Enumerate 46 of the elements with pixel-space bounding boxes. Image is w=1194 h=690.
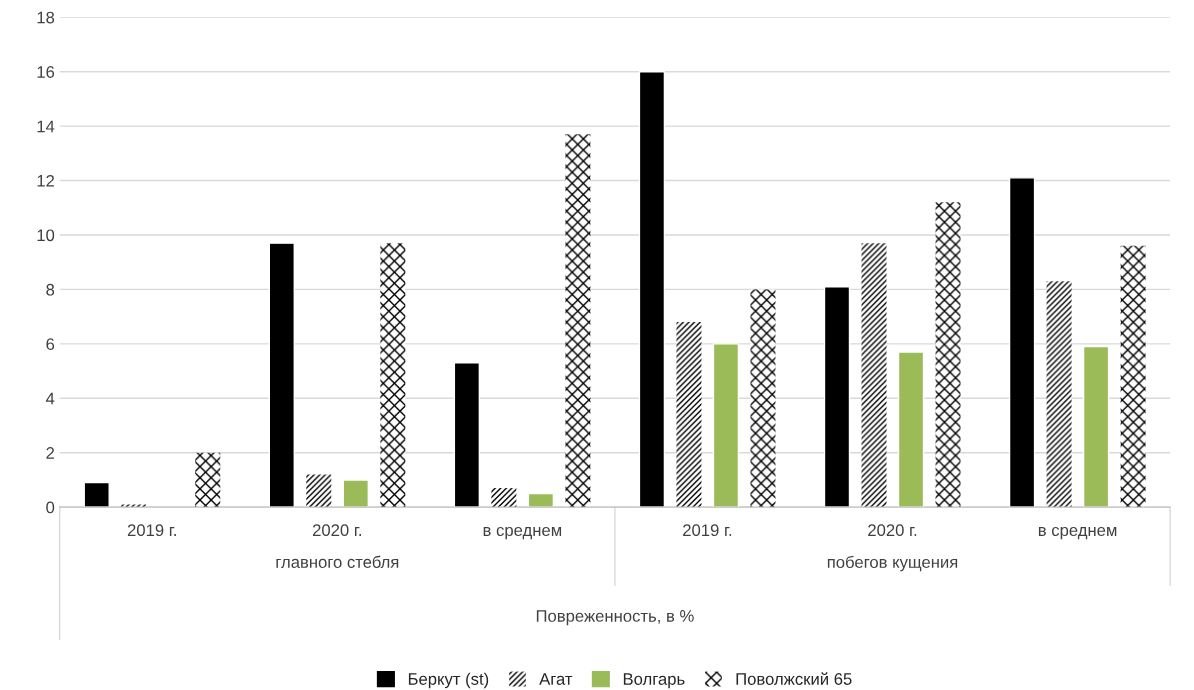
x-tick-label: 2019 г. [127, 524, 176, 537]
y-tick-label: 8 [46, 283, 55, 296]
bar [342, 479, 369, 508]
bar [195, 452, 221, 508]
y-tick-label: 6 [46, 338, 55, 351]
x-tick-label: в среднем [483, 526, 562, 540]
bar [121, 504, 147, 508]
y-tick-label: 12 [37, 174, 54, 187]
legend-label: Поволжский 65 [736, 672, 852, 685]
legend-label: Волгарь [623, 673, 685, 689]
bar [268, 242, 295, 508]
text: побегов кущения [827, 555, 958, 572]
bar [1008, 177, 1036, 508]
x-axis-title: Повреженность, в % [536, 610, 694, 626]
text: главного стебля [276, 555, 399, 568]
y-tick-label: 4 [45, 392, 55, 405]
bar [1046, 281, 1072, 508]
bar [638, 70, 666, 508]
y-tick-label: 0 [46, 501, 55, 514]
bar [1082, 345, 1110, 508]
legend-label: Агат [539, 673, 573, 685]
bar [861, 243, 887, 508]
bar [676, 322, 702, 508]
x-tick-label: 2020 г. [312, 524, 361, 537]
bar [565, 134, 591, 508]
y-tick-label: 14 [37, 120, 55, 133]
bar [527, 492, 555, 508]
bar [712, 343, 740, 508]
x-tick-label: в среднем [1038, 526, 1117, 540]
bar [83, 481, 110, 508]
bar [380, 243, 406, 508]
legend-label: Беркут (st) [408, 672, 489, 689]
bar [491, 488, 517, 508]
bar [306, 474, 332, 508]
bar [750, 289, 776, 508]
bar [453, 362, 481, 508]
bar [823, 286, 851, 508]
y-tick-label: 2 [46, 447, 54, 459]
y-tick-label: 10 [37, 229, 55, 242]
y-tick-label: 18 [37, 11, 55, 24]
bar [1120, 245, 1146, 508]
y-tick-label: 16 [37, 66, 55, 78]
x-tick-label: 2019 г. [683, 524, 732, 537]
bar [897, 351, 925, 508]
x-tick-label: 2020 г. [868, 524, 917, 537]
bar [935, 202, 961, 508]
